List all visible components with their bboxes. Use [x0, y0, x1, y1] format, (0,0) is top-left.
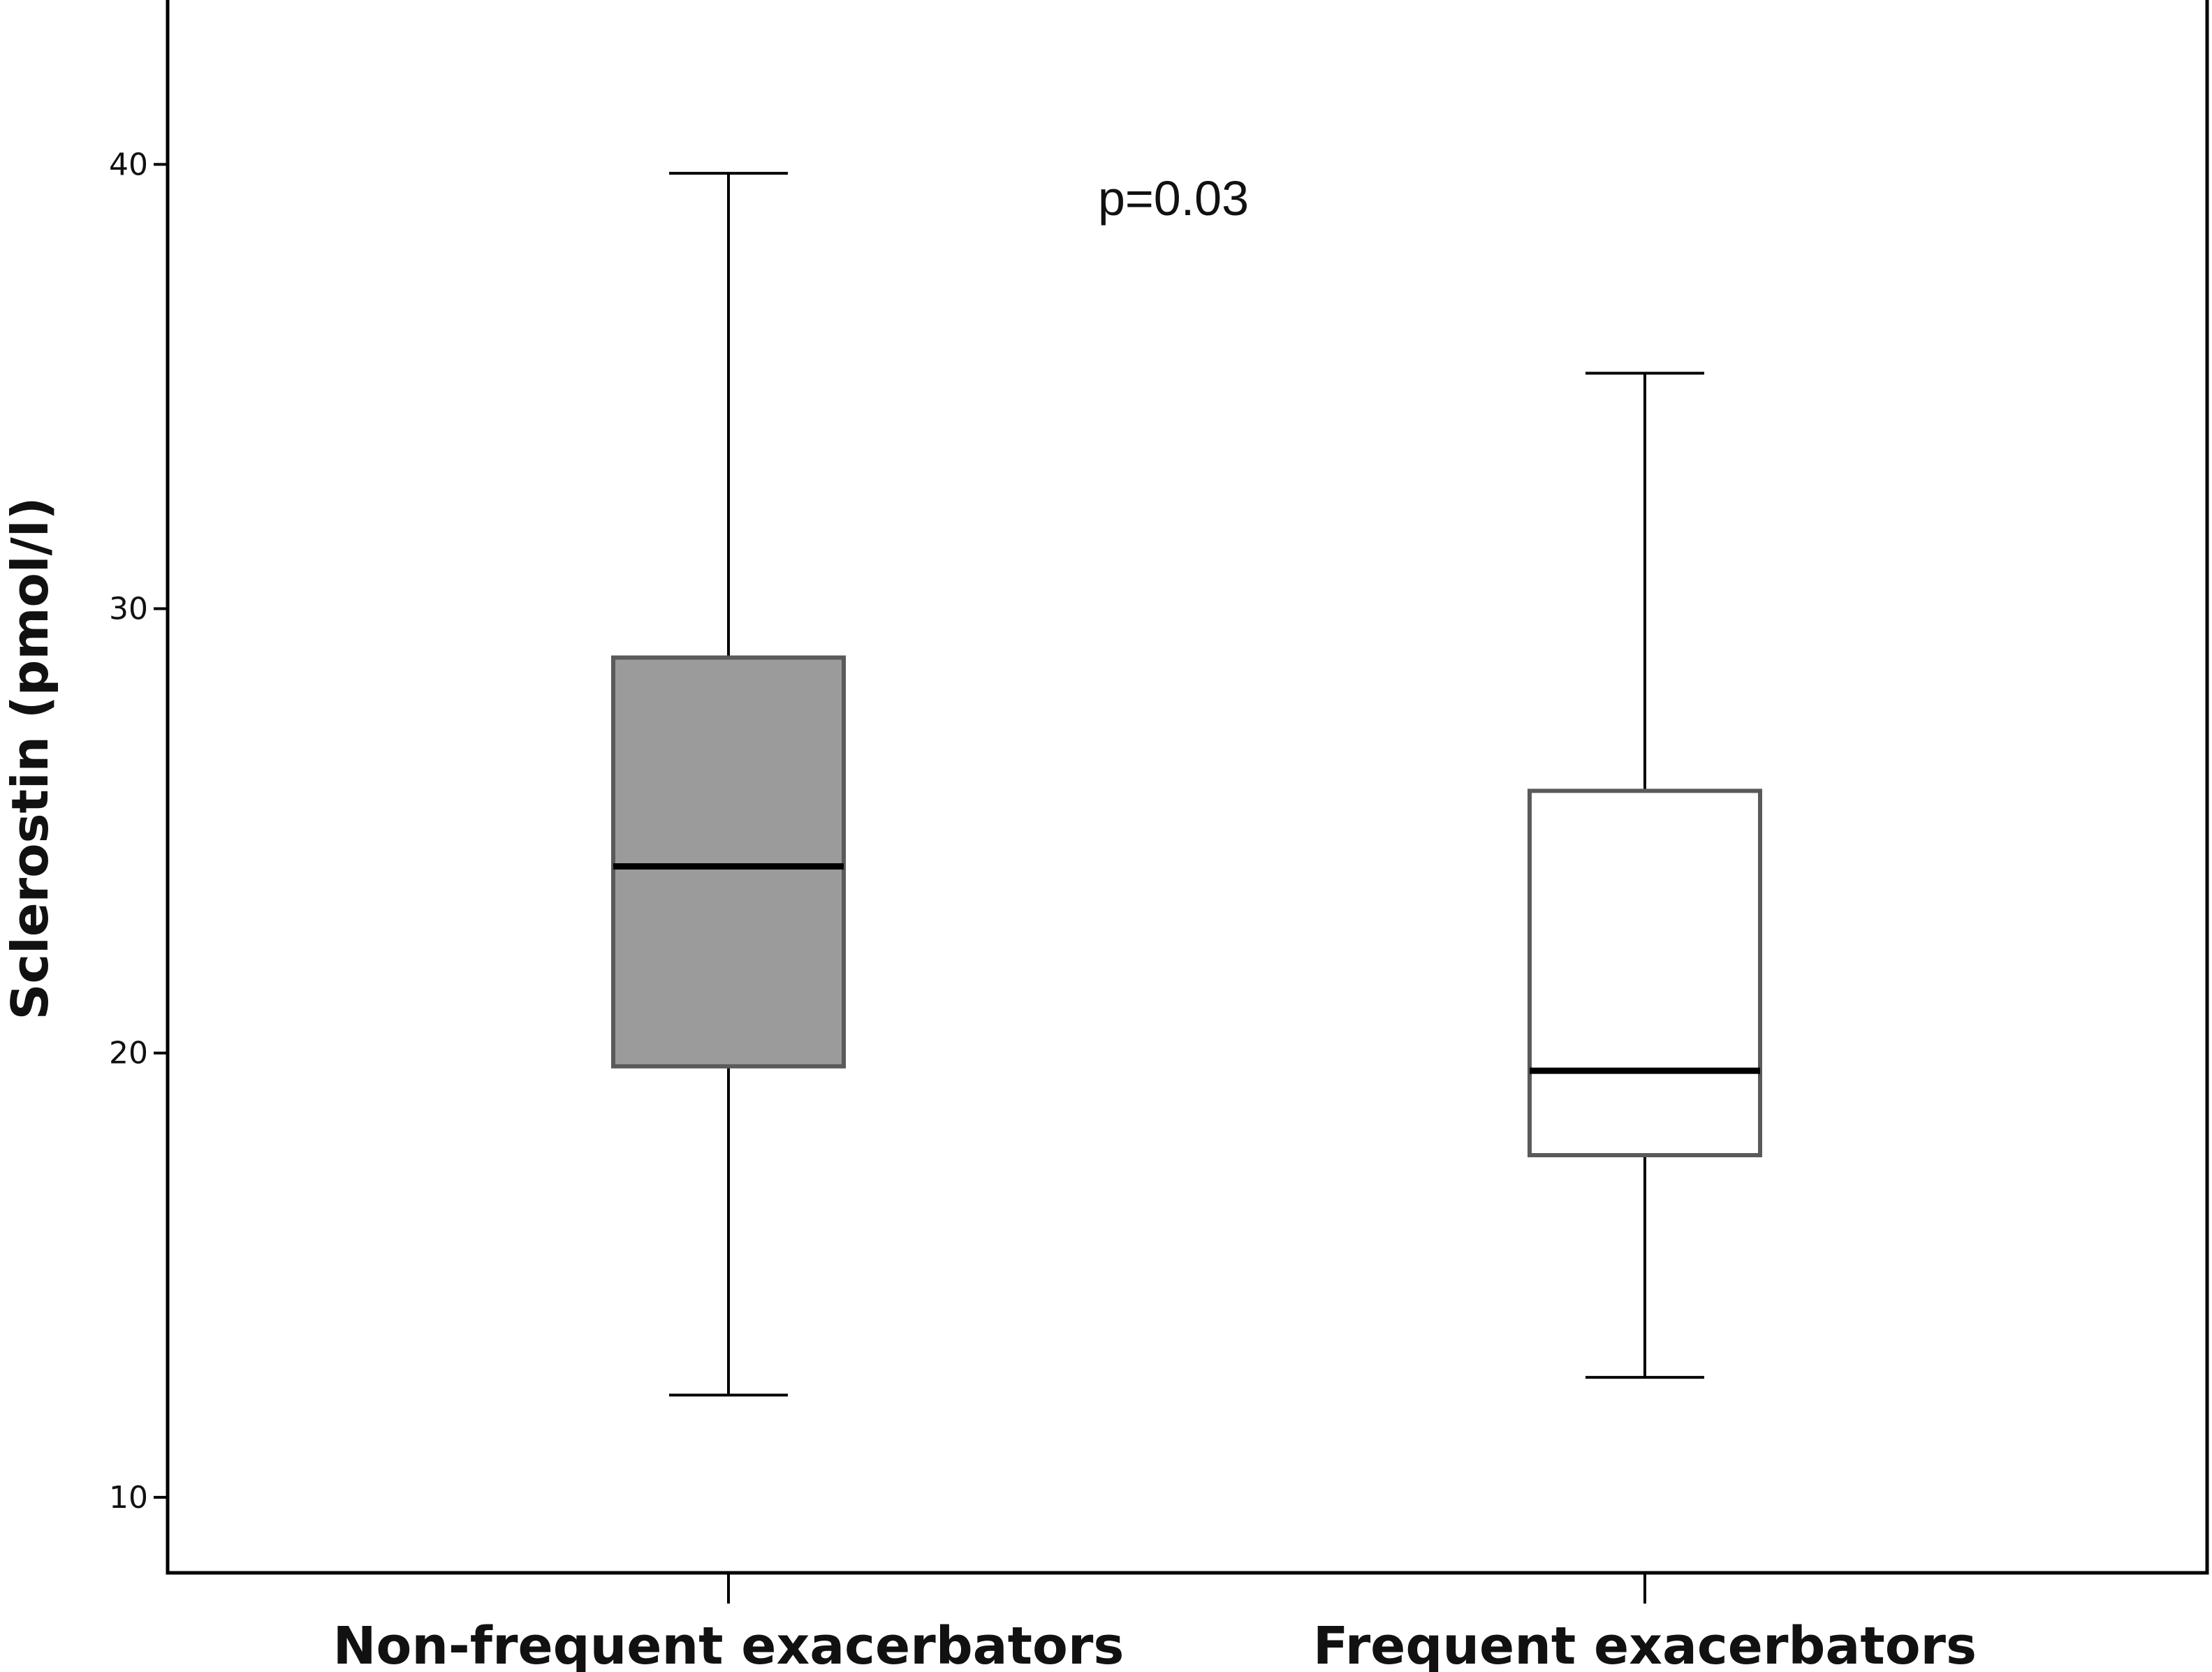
- y-tick-label: 20: [109, 1036, 148, 1071]
- interquartile-box: [611, 655, 846, 1069]
- box-group: [1528, 372, 1762, 1379]
- y-tick-label: 40: [109, 147, 148, 182]
- interquartile-box: [1528, 789, 1762, 1158]
- p-value-annotation: p=0.03: [1098, 171, 1249, 226]
- y-tick-label: 10: [109, 1480, 148, 1516]
- y-tick-label: 30: [109, 592, 148, 627]
- y-axis: 10 20 30 40: [109, 147, 168, 1516]
- plot-frame: [166, 0, 2209, 1575]
- box-group: [611, 172, 846, 1397]
- box-series: [611, 172, 1762, 1397]
- plot-border: [166, 0, 2209, 1575]
- x-category-label: Non-frequent exacerbators: [333, 1616, 1125, 1672]
- y-axis-title: Sclerostin (pmol/l): [1, 497, 59, 1020]
- x-axis: Non-frequent exacerbators Frequent exacer…: [333, 1573, 1977, 1672]
- x-category-label: Frequent exacerbators: [1313, 1616, 1977, 1672]
